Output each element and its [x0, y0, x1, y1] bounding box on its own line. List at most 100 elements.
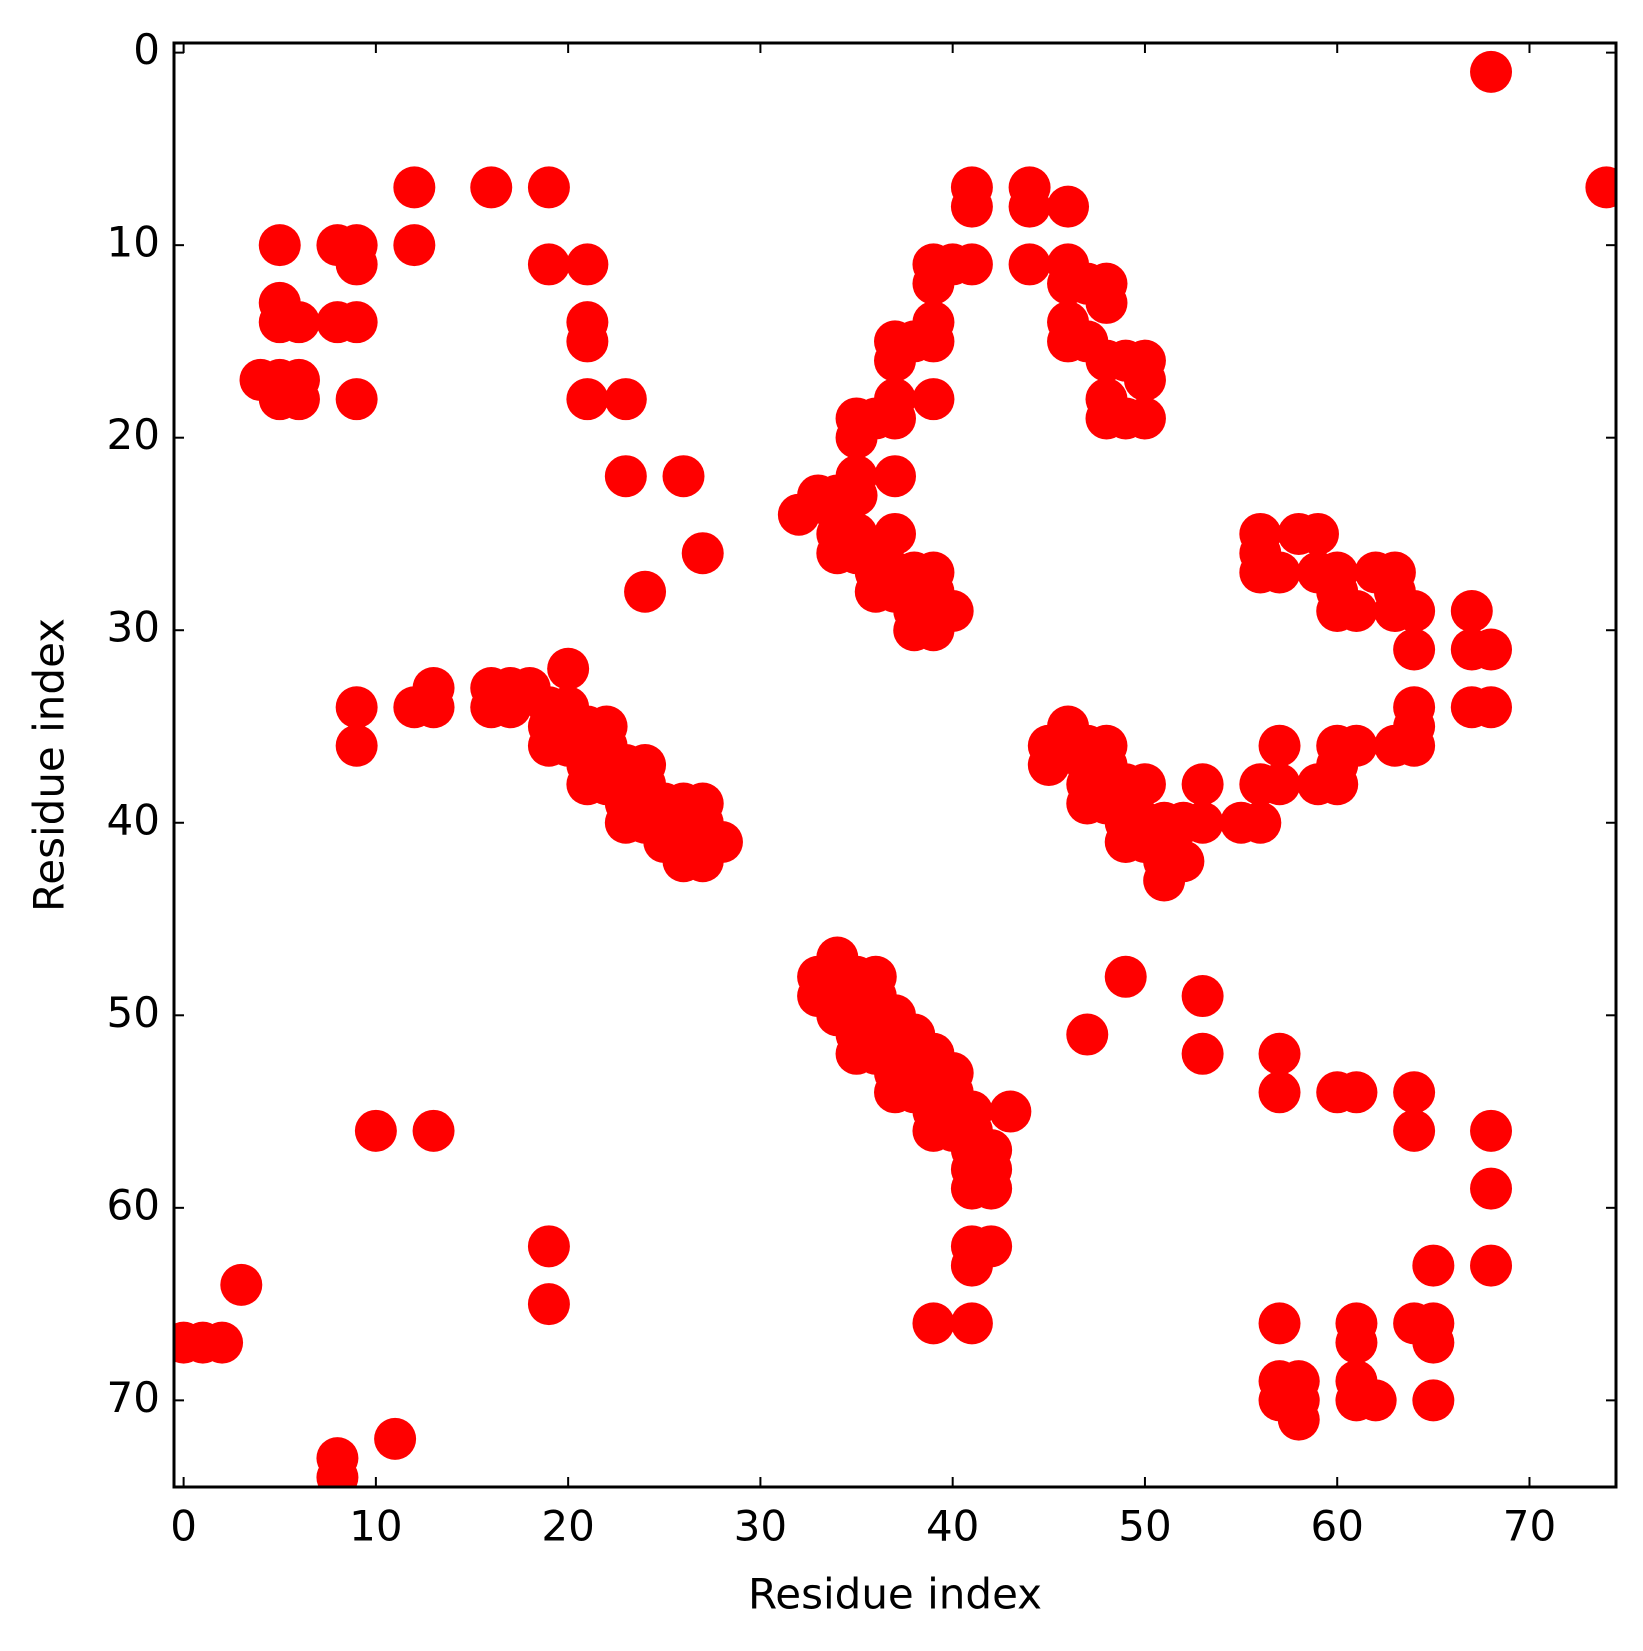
point	[335, 724, 378, 767]
point	[1008, 243, 1051, 286]
point	[566, 243, 609, 286]
point	[1393, 628, 1436, 671]
point	[1296, 763, 1339, 806]
point	[604, 455, 647, 498]
y-tick-label: 10	[107, 218, 160, 267]
x-tick-label: 40	[926, 1502, 979, 1551]
point	[1085, 281, 1128, 324]
point	[527, 1225, 570, 1268]
point	[970, 1167, 1013, 1210]
point	[393, 224, 436, 267]
point	[1393, 589, 1436, 632]
point	[277, 301, 320, 344]
point	[1470, 1244, 1513, 1287]
point	[1470, 1109, 1513, 1152]
x-tick-label: 20	[541, 1502, 594, 1551]
point	[412, 1109, 455, 1152]
point	[1123, 397, 1166, 440]
y-tick-label: 20	[107, 410, 160, 459]
point	[316, 1456, 359, 1487]
point	[835, 416, 878, 459]
point	[1123, 358, 1166, 401]
x-tick-label: 10	[349, 1502, 402, 1551]
point	[1335, 1071, 1378, 1114]
x-tick-label: 70	[1503, 1502, 1556, 1551]
point	[354, 1109, 397, 1152]
point	[1412, 1244, 1455, 1287]
point	[566, 320, 609, 363]
point	[1104, 955, 1147, 998]
point	[1220, 801, 1263, 844]
point	[950, 1302, 993, 1345]
point	[1181, 975, 1224, 1018]
point	[1335, 1321, 1378, 1364]
point	[604, 378, 647, 421]
point	[1181, 1032, 1224, 1075]
x-tick-label: 60	[1310, 1502, 1363, 1551]
y-tick-label: 30	[107, 603, 160, 652]
point	[1373, 724, 1416, 767]
point	[1258, 551, 1301, 594]
y-tick-label: 60	[107, 1180, 160, 1229]
point	[912, 378, 955, 421]
point	[258, 224, 301, 267]
point	[1585, 166, 1616, 209]
point	[912, 262, 955, 305]
point	[1470, 628, 1513, 671]
point	[547, 647, 590, 690]
point	[1412, 1321, 1455, 1364]
point	[1470, 50, 1513, 93]
point	[950, 185, 993, 228]
point	[1258, 724, 1301, 767]
x-axis-label: Residue index	[748, 1570, 1042, 1619]
point	[1258, 1302, 1301, 1345]
x-tick-label: 0	[170, 1502, 197, 1551]
point	[1296, 512, 1339, 555]
point	[1008, 185, 1051, 228]
y-axis-label: Residue index	[25, 618, 74, 912]
point	[1066, 1013, 1109, 1056]
point	[624, 570, 667, 613]
point	[335, 378, 378, 421]
point	[1123, 763, 1166, 806]
point	[700, 821, 743, 864]
point	[662, 455, 705, 498]
point	[893, 320, 936, 363]
point	[1181, 763, 1224, 806]
point	[1354, 1379, 1397, 1422]
point	[874, 455, 916, 498]
y-tick-label: 40	[107, 795, 160, 844]
point	[1258, 1032, 1301, 1075]
point	[950, 243, 993, 286]
point	[374, 1417, 417, 1460]
point	[681, 532, 724, 575]
point	[1335, 589, 1378, 632]
point	[1162, 840, 1205, 883]
point	[912, 1302, 955, 1345]
point	[912, 589, 955, 632]
x-tick-label: 50	[1118, 1502, 1171, 1551]
point	[1470, 686, 1513, 729]
y-tick-label: 0	[133, 25, 160, 74]
point	[1412, 1379, 1455, 1422]
y-tick-label: 70	[107, 1373, 160, 1422]
point	[393, 166, 436, 209]
point	[989, 1090, 1032, 1133]
point	[1258, 1071, 1301, 1114]
point	[566, 378, 609, 421]
point	[1277, 1398, 1320, 1441]
x-tick-label: 30	[734, 1502, 787, 1551]
point	[527, 1283, 570, 1326]
point	[1047, 185, 1090, 228]
point	[220, 1263, 263, 1306]
point	[1470, 1167, 1513, 1210]
point	[335, 686, 378, 729]
plot-frame	[172, 41, 1618, 1489]
point	[201, 1321, 244, 1364]
point	[874, 512, 916, 555]
point	[470, 166, 513, 209]
point	[527, 166, 570, 209]
point	[1239, 763, 1282, 806]
point	[335, 243, 378, 286]
